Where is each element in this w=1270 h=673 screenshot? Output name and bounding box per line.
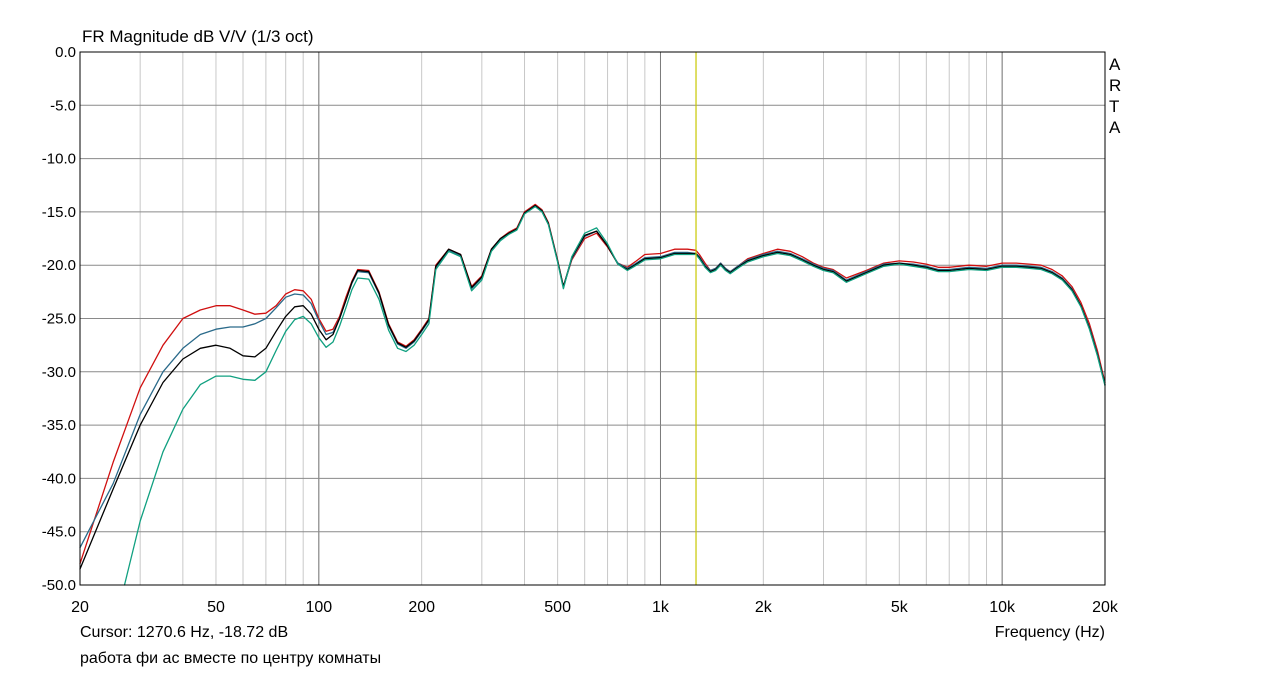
arta-brand-label: ARTA [1109, 55, 1122, 137]
y-tick-labels: 0.0 -5.0 -10.0 -15.0 -20.0 -25.0 -30.0 -35.0 -40… [42, 44, 76, 594]
chart-caption: работа фи ас вместе по центру комнаты [80, 650, 382, 667]
x-tick-label: 20 [71, 599, 89, 616]
x-tick-label: 1k [652, 599, 670, 616]
series-line-4 [123, 205, 1106, 586]
series-line-1 [79, 203, 1106, 565]
plot-frame [79, 51, 1106, 586]
x-tick-label: 10k [989, 599, 1016, 616]
y-tick-label: -45.0 [42, 524, 76, 541]
y-tick-label: -30.0 [42, 364, 76, 381]
y-tick-label: -20.0 [42, 257, 76, 274]
x-tick-label: 100 [305, 599, 332, 616]
cursor-readout: Cursor: 1270.6 Hz, -18.72 dB [80, 624, 289, 641]
y-tick-label: 0.0 [55, 44, 76, 61]
x-tick-label: 200 [408, 599, 435, 616]
x-tick-label: 2k [755, 599, 773, 616]
x-tick-label: 5k [891, 599, 909, 616]
x-axis-label: Frequency (Hz) [994, 624, 1105, 641]
y-tick-label: -50.0 [42, 577, 76, 594]
series-line-3 [79, 204, 1106, 570]
x-tick-label: 20k [1092, 599, 1119, 616]
y-tick-label: -25.0 [42, 311, 76, 328]
y-tick-label: -40.0 [42, 470, 76, 487]
chart-title: FR Magnitude dB V/V (1/3 oct) [82, 27, 314, 46]
y-tick-label: -5.0 [50, 97, 76, 114]
y-tick-label: -35.0 [42, 417, 76, 434]
x-tick-label: 500 [544, 599, 571, 616]
y-tick-label: -15.0 [42, 204, 76, 221]
x-tick-labels: 20 50 100 200 500 1k 2k 5k 10k 20k [71, 599, 1119, 616]
x-tick-label: 50 [207, 599, 225, 616]
y-tick-label: -10.0 [42, 151, 76, 168]
series-layer [79, 203, 1106, 586]
